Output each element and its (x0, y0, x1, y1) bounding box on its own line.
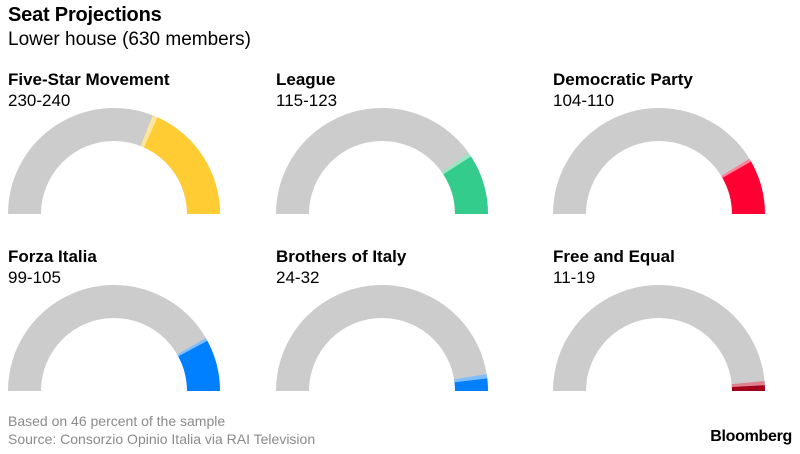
gauge-track (553, 285, 765, 391)
chart-subtitle: Lower house (630 members) (8, 29, 251, 50)
brand-logo: Bloomberg (710, 428, 792, 445)
seat-range: 11-19 (553, 268, 596, 287)
party-name: Brothers of Italy (276, 247, 407, 266)
gauge-seat-fill (722, 161, 765, 214)
gauge-seat-fill (144, 117, 221, 214)
gauge-track (276, 285, 488, 391)
gauge-panel-forza-italia: Forza Italia 99-105 (8, 247, 248, 427)
source-note: Source: Consorzio Opinio Italia via RAI … (8, 431, 316, 447)
gauge (8, 108, 221, 214)
party-name: Democratic Party (553, 70, 693, 89)
gauge-range-band (454, 374, 488, 383)
gauge-panel-league: League 115-123 (276, 70, 516, 250)
footnote: Based on 46 percent of the sample (8, 413, 226, 429)
seat-range: 99-105 (8, 268, 61, 287)
gauge-seat-fill (443, 156, 488, 214)
gauge-panel-democratic-party: Democratic Party 104-110 (553, 70, 793, 250)
gauge-range-band (721, 158, 752, 178)
gauge-range-band (177, 338, 208, 357)
gauge-range-band (731, 380, 765, 387)
gauge (553, 285, 765, 391)
gauge-seat-fill (454, 378, 488, 391)
gauge-range-band (441, 152, 472, 175)
party-name: Free and Equal (553, 247, 675, 266)
gauge-panel-five-star: Five-Star Movement 230-240 (8, 70, 248, 250)
seat-range: 115-123 (276, 91, 338, 110)
gauge-seat-fill (731, 385, 765, 391)
gauge (553, 108, 765, 214)
gauge (276, 108, 488, 214)
gauge-panel-brothers-of-italy: Brothers of Italy 24-32 (276, 247, 516, 427)
gauge-track (276, 108, 488, 214)
seat-range: 230-240 (8, 91, 71, 110)
seat-range: 104-110 (553, 91, 615, 110)
gauge-track (553, 108, 765, 214)
party-name: League (276, 70, 336, 89)
chart-title: Seat Projections (8, 4, 162, 26)
gauge (276, 285, 488, 391)
seat-range: 24-32 (276, 268, 320, 287)
gauge-range-band (140, 115, 158, 148)
gauge-seat-fill (178, 340, 220, 391)
gauge-panel-free-and-equal: Free and Equal 11-19 (553, 247, 793, 427)
gauge-track (8, 285, 220, 391)
party-name: Five-Star Movement (8, 70, 170, 89)
party-name: Forza Italia (8, 247, 97, 266)
gauge (8, 285, 220, 391)
